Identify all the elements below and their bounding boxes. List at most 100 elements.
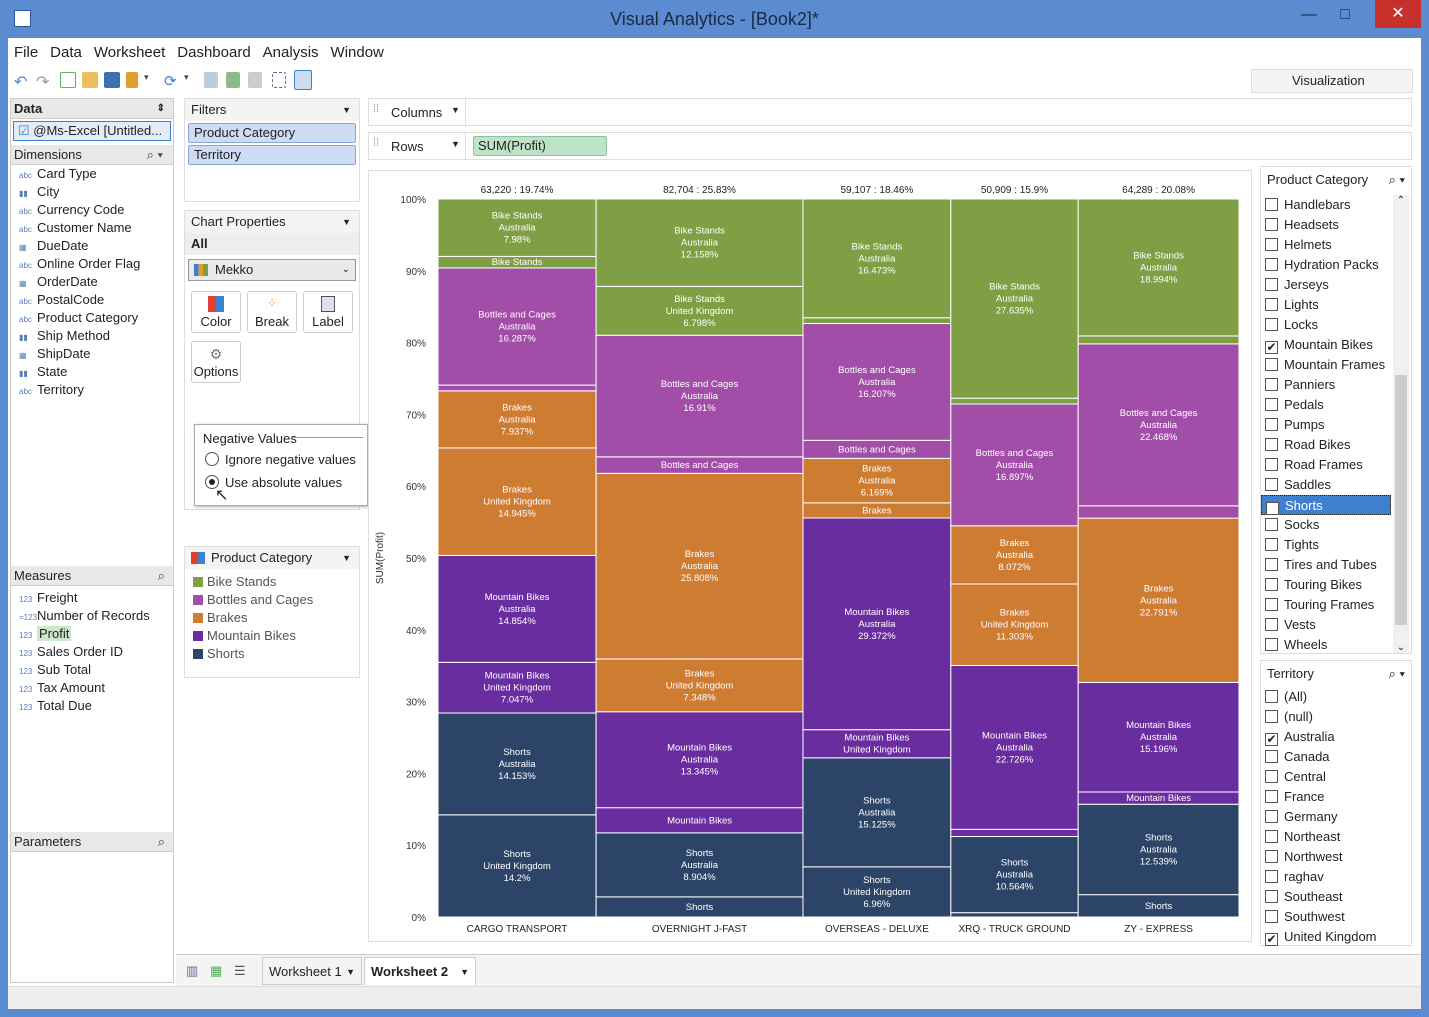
- measure-profit[interactable]: 123 Profit: [11, 625, 173, 643]
- legend-item-brakes[interactable]: Brakes: [185, 609, 359, 627]
- measure-total-due[interactable]: 123 Total Due: [11, 697, 173, 715]
- radio-absolute[interactable]: [205, 475, 219, 489]
- checkbox[interactable]: [1265, 750, 1278, 763]
- product-category-option-mountain-bikes[interactable]: ✔ Mountain Bikes: [1261, 335, 1391, 355]
- dimension-orderdate[interactable]: ▦ OrderDate: [11, 273, 173, 291]
- mekko-segment[interactable]: [595, 472, 804, 660]
- chevron-down-icon[interactable]: ▾: [144, 72, 149, 82]
- product-category-option-pedals[interactable]: Pedals: [1261, 395, 1391, 415]
- territory-option-germany[interactable]: Germany: [1261, 807, 1411, 827]
- product-category-option-wheels[interactable]: Wheels: [1261, 635, 1391, 655]
- checkbox[interactable]: ✔: [1265, 340, 1278, 354]
- mekko-segment[interactable]: [437, 390, 597, 449]
- checkbox[interactable]: ✔: [1266, 501, 1279, 515]
- dimension-territory[interactable]: abc Territory: [11, 381, 173, 399]
- dimension-online-order-flag[interactable]: abc Online Order Flag: [11, 255, 173, 273]
- mekko-segment[interactable]: [595, 334, 804, 458]
- territory-option-australia[interactable]: ✔ Australia: [1261, 727, 1411, 747]
- color-button[interactable]: Color: [191, 291, 241, 333]
- chevron-down-icon[interactable]: ▼: [342, 105, 351, 115]
- sort-icon[interactable]: ⇕: [156, 103, 165, 114]
- measure-sub-total[interactable]: 123 Sub Total: [11, 661, 173, 679]
- checkbox[interactable]: [1265, 598, 1278, 611]
- chevron-down-icon[interactable]: ▼: [342, 553, 351, 563]
- menu-file[interactable]: File: [14, 44, 39, 61]
- mekko-segment[interactable]: [1077, 803, 1240, 896]
- territory-option-france[interactable]: France: [1261, 787, 1411, 807]
- mekko-segment[interactable]: [1077, 681, 1240, 793]
- product-category-option-headsets[interactable]: Headsets: [1261, 215, 1391, 235]
- new-worksheet-icon[interactable]: ▥: [186, 963, 199, 978]
- checkbox[interactable]: [1265, 278, 1278, 291]
- minimize-button[interactable]: —: [1301, 6, 1317, 23]
- mekko-segment[interactable]: [1077, 343, 1240, 507]
- legend-item-bottles-and-cages[interactable]: Bottles and Cages: [185, 591, 359, 609]
- checkbox[interactable]: [1265, 618, 1278, 631]
- product-category-option-vests[interactable]: Vests: [1261, 615, 1391, 635]
- menu-dashboard[interactable]: Dashboard: [177, 44, 251, 61]
- checkbox[interactable]: [1265, 258, 1278, 271]
- selection-icon[interactable]: [272, 72, 286, 88]
- tab-worksheet-2[interactable]: Worksheet 2 ▼: [364, 957, 476, 985]
- scope-all[interactable]: All: [185, 233, 359, 255]
- dimension-postalcode[interactable]: abc PostalCode: [11, 291, 173, 309]
- mekko-segment[interactable]: [595, 807, 804, 834]
- mekko-segment[interactable]: [595, 658, 804, 713]
- mekko-segment[interactable]: [595, 832, 804, 898]
- checkbox[interactable]: [1265, 418, 1278, 431]
- menu-window[interactable]: Window: [330, 44, 384, 61]
- search-icon[interactable]: ⌕: [157, 568, 165, 583]
- chevron-down-icon[interactable]: ▼: [346, 967, 355, 977]
- checkbox[interactable]: [1265, 238, 1278, 251]
- product-category-option-helmets[interactable]: Helmets: [1261, 235, 1391, 255]
- product-category-option-tires-and-tubes[interactable]: Tires and Tubes: [1261, 555, 1391, 575]
- scroll-up-icon[interactable]: ⌃: [1396, 195, 1406, 206]
- checkbox[interactable]: [1265, 810, 1278, 823]
- chevron-down-icon[interactable]: ▼: [460, 967, 469, 977]
- measure-number-of-records[interactable]: =123Number of Records: [11, 607, 173, 625]
- dimension-shipdate[interactable]: ▦ ShipDate: [11, 345, 173, 363]
- checkbox[interactable]: [1265, 850, 1278, 863]
- territory-option-northeast[interactable]: Northeast: [1261, 827, 1411, 847]
- new-dashboard-icon[interactable]: ▦: [210, 963, 223, 978]
- mekko-segment[interactable]: [802, 457, 952, 504]
- mekko-segment[interactable]: [437, 661, 597, 714]
- new-dashboard-icon[interactable]: [226, 72, 240, 88]
- refresh-icon[interactable]: ⟳: [164, 73, 177, 90]
- mekko-segment[interactable]: [802, 198, 952, 319]
- redo-icon[interactable]: ↷: [36, 74, 50, 91]
- territory-option-null[interactable]: (null): [1261, 707, 1411, 727]
- mekko-segment[interactable]: [802, 317, 952, 325]
- mekko-segment[interactable]: [802, 757, 952, 868]
- scroll-down-icon[interactable]: ⌄: [1396, 642, 1406, 653]
- dimension-duedate[interactable]: ▦ DueDate: [11, 237, 173, 255]
- dimension-customer-name[interactable]: abc Customer Name: [11, 219, 173, 237]
- chevron-down-icon[interactable]: ▼: [342, 217, 351, 227]
- checkbox[interactable]: [1265, 790, 1278, 803]
- mekko-segment[interactable]: [437, 447, 597, 556]
- close-button[interactable]: ✕: [1375, 0, 1421, 28]
- territory-option-southwest[interactable]: Southwest: [1261, 907, 1411, 927]
- checkbox[interactable]: [1265, 378, 1278, 391]
- search-icon[interactable]: ⌕ ▾: [1388, 172, 1405, 187]
- territory-option-united-kingdom[interactable]: ✔ United Kingdom: [1261, 927, 1411, 947]
- checkbox[interactable]: ✔: [1265, 932, 1278, 946]
- checkbox[interactable]: [1265, 358, 1278, 371]
- checkbox[interactable]: [1265, 518, 1278, 531]
- dimension-product-category[interactable]: abc Product Category: [11, 309, 173, 327]
- mekko-segment[interactable]: [950, 198, 1079, 399]
- tab-worksheet-1[interactable]: Worksheet 1 ▼: [262, 957, 362, 985]
- mekko-segment[interactable]: [595, 285, 804, 336]
- open-folder-icon[interactable]: [82, 72, 98, 88]
- mekko-segment[interactable]: [1077, 335, 1240, 345]
- territory-option-northwest[interactable]: Northwest: [1261, 847, 1411, 867]
- product-category-option-locks[interactable]: Locks: [1261, 315, 1391, 335]
- chevron-down-icon[interactable]: ▼: [451, 105, 460, 115]
- territory-option-raghav[interactable]: raghav: [1261, 867, 1411, 887]
- checkbox[interactable]: [1265, 318, 1278, 331]
- rows-shelf[interactable]: ⁞⁞ Rows ▼ SUM(Profit): [368, 132, 1412, 160]
- break-button[interactable]: ⁘ Break: [247, 291, 297, 333]
- undo-icon[interactable]: ↶: [14, 74, 28, 91]
- product-category-option-panniers[interactable]: Panniers: [1261, 375, 1391, 395]
- search-icon[interactable]: ⌕ ▾: [1388, 666, 1405, 681]
